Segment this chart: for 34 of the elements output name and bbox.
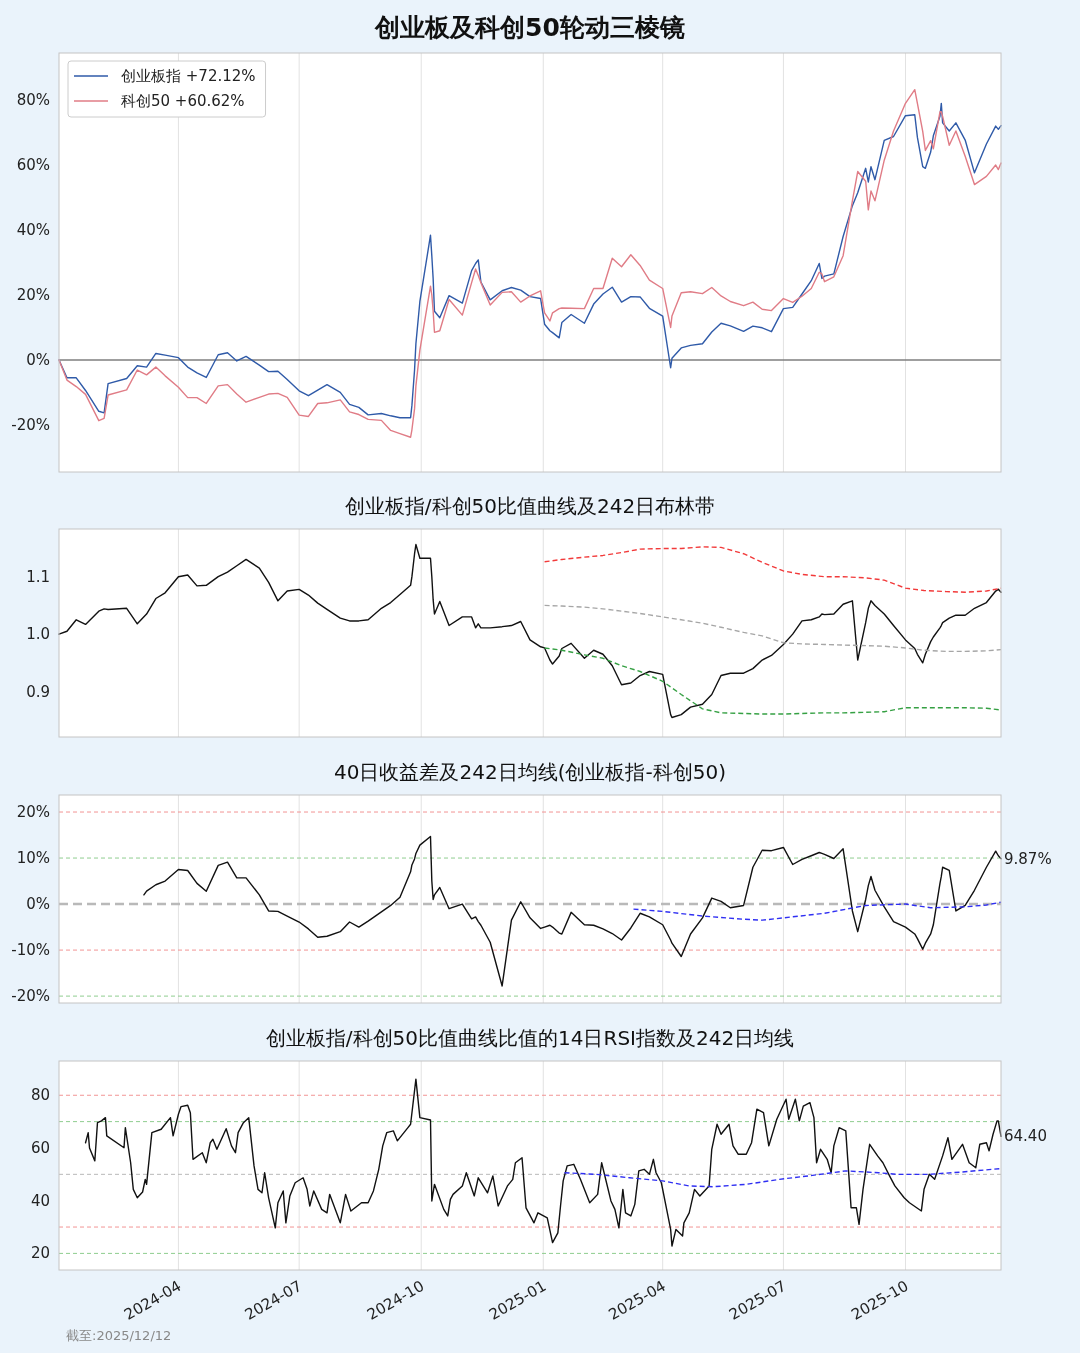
chart-title: 40日收益差及242日均线(创业板指-科创50) — [334, 760, 726, 784]
line-series — [84, 1078, 1002, 1247]
y-tick-label: 40 — [30, 1191, 50, 1210]
legend-label: 创业板指 +72.12% — [121, 67, 256, 85]
chart-title: 创业板指/科创50比值曲线比值的14日RSI指数及242日均线 — [265, 1026, 795, 1050]
text: 截至:2025/12/12 — [66, 1328, 172, 1343]
y-tick-label: 10% — [16, 849, 50, 868]
line-series — [58, 543, 1002, 719]
legend-label: 科创50 +60.62% — [121, 92, 245, 110]
y-tick-label: 1.0 — [26, 625, 50, 644]
line-series — [563, 1167, 1002, 1188]
line-series — [543, 604, 1002, 653]
chart-title: 创业板指/科创50比值曲线及242日布林带 — [344, 494, 716, 518]
chart-title: 创业板及科创50轮动三棱镜 — [374, 13, 685, 42]
y-tick-label: 20 — [30, 1244, 50, 1263]
y-tick-label: 1.1 — [26, 567, 50, 586]
y-tick-label: 20% — [16, 285, 50, 304]
annotation: 9.87% — [1004, 849, 1052, 868]
y-tick-label: 60% — [16, 156, 50, 175]
y-tick-label: 0.9 — [26, 682, 50, 701]
y-tick-label: 80% — [16, 91, 50, 110]
line-series — [632, 901, 1002, 921]
y-tick-label: 20% — [16, 803, 50, 822]
y-tick-label: 80 — [30, 1086, 50, 1105]
y-tick-label: 0% — [26, 350, 50, 369]
y-tick-label: 40% — [16, 221, 50, 240]
y-tick-label: 60 — [30, 1138, 50, 1157]
line-series — [143, 835, 1002, 987]
y-tick-label: 0% — [26, 895, 50, 914]
y-tick-label: -20% — [11, 987, 50, 1006]
annotation: 64.40 — [1004, 1127, 1047, 1146]
line-series — [543, 647, 1002, 715]
y-tick-label: -10% — [11, 941, 50, 960]
y-tick-label: -20% — [11, 415, 50, 434]
